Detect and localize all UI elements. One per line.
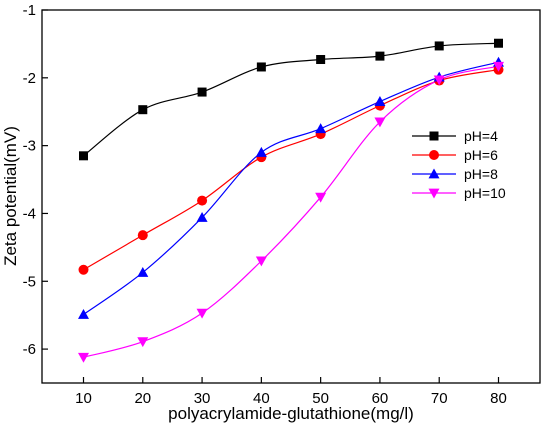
y-tick-label: -2 xyxy=(23,70,36,87)
y-tick-label: -6 xyxy=(23,341,36,358)
data-point xyxy=(315,192,327,203)
data-point xyxy=(137,266,149,277)
x-tick-label: 50 xyxy=(312,390,329,407)
y-tick-label: -3 xyxy=(23,138,36,155)
x-tick-label: 20 xyxy=(134,390,151,407)
legend-label: pH=6 xyxy=(464,147,498,163)
data-point xyxy=(137,337,149,348)
data-point xyxy=(79,151,88,161)
x-tick-label: 40 xyxy=(253,390,270,407)
x-tick-label: 30 xyxy=(194,390,211,407)
x-tick-label: 70 xyxy=(431,390,448,407)
legend-marker xyxy=(429,150,439,160)
data-point xyxy=(138,105,148,115)
data-point xyxy=(433,75,445,86)
data-point xyxy=(316,55,326,65)
axis-ticks: 10 20 30 40 50 60 70 80 -1 -2 -3 -4 -5 -6 xyxy=(23,2,507,407)
plot-frame xyxy=(41,9,541,384)
data-point xyxy=(374,117,386,128)
data-point xyxy=(78,352,89,363)
series-line-ph-10 xyxy=(83,65,499,358)
x-tick-label: 80 xyxy=(490,390,507,407)
data-point xyxy=(255,146,267,157)
series-line-ph-8 xyxy=(83,61,499,315)
data-point xyxy=(78,264,89,275)
data-point xyxy=(78,309,89,319)
data-point xyxy=(197,87,207,97)
x-axis-title: polyacrylamide-glutathione(mg/l) xyxy=(168,404,414,423)
legend-label: pH=8 xyxy=(464,166,498,182)
legend: pH=4 pH=6 pH=8 pH=10 xyxy=(412,128,506,201)
data-point xyxy=(196,308,208,319)
y-tick-label: -5 xyxy=(23,273,36,290)
data-point xyxy=(493,61,504,72)
series-lines xyxy=(83,42,499,358)
data-point xyxy=(255,256,267,267)
y-axis-title: Zeta potential(mV) xyxy=(1,126,20,266)
data-point xyxy=(375,51,385,61)
data-point xyxy=(494,38,503,48)
x-tick-label: 10 xyxy=(75,390,92,407)
x-tick-label: 60 xyxy=(372,390,389,407)
data-point xyxy=(256,62,266,72)
data-point xyxy=(315,123,327,134)
data-point xyxy=(374,96,386,106)
legend-label: pH=10 xyxy=(464,185,506,201)
legend-marker xyxy=(428,188,440,199)
legend-marker xyxy=(429,131,439,141)
legend-marker xyxy=(428,168,440,179)
data-point xyxy=(196,212,208,222)
series-line-ph-6 xyxy=(83,69,499,271)
data-point xyxy=(197,195,208,206)
data-point xyxy=(137,230,148,241)
data-point xyxy=(434,41,444,51)
series-markers xyxy=(78,38,504,363)
y-tick-label: -4 xyxy=(23,205,36,222)
legend-label: pH=4 xyxy=(464,128,498,144)
y-tick-label: -1 xyxy=(23,2,36,19)
